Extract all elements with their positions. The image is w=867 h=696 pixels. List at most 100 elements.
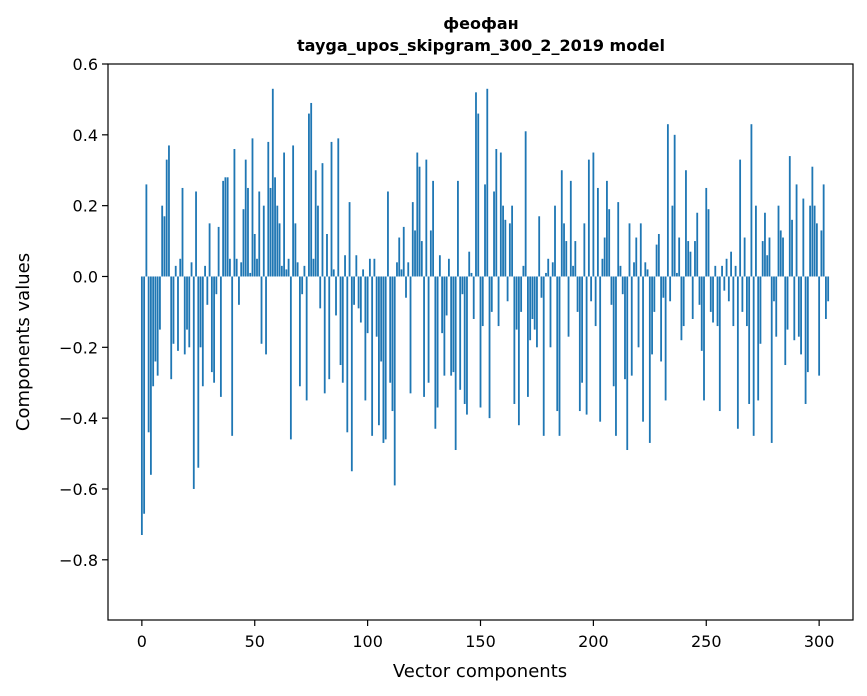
bar — [312, 258, 315, 277]
bar — [630, 276, 633, 376]
bar — [569, 180, 572, 277]
bar — [172, 276, 175, 344]
bar — [432, 180, 434, 277]
bar — [466, 276, 468, 415]
bar — [784, 276, 787, 366]
bar — [219, 276, 222, 397]
bar — [642, 276, 644, 422]
bar — [303, 265, 306, 277]
bar — [298, 276, 301, 387]
bar — [572, 265, 574, 277]
bar — [712, 276, 714, 323]
bar — [321, 163, 324, 277]
x-axis: 0 50 100 150 200 250 300 — [137, 620, 834, 651]
bar — [457, 180, 459, 277]
bar — [775, 276, 778, 337]
bar — [802, 198, 805, 277]
bar — [332, 269, 335, 277]
bar — [192, 276, 195, 489]
bar — [425, 159, 428, 277]
bar — [565, 241, 568, 277]
y-tick-label: 0.2 — [73, 197, 98, 216]
bar — [339, 276, 342, 366]
bar — [793, 276, 796, 341]
bar — [405, 276, 407, 298]
bar — [691, 276, 694, 319]
bar — [355, 255, 358, 277]
bar — [145, 184, 148, 277]
bar — [653, 276, 656, 312]
bar — [615, 276, 617, 436]
y-tick-label: −0.2 — [59, 338, 98, 357]
bar — [563, 223, 565, 277]
bar — [337, 138, 340, 277]
bar — [786, 276, 789, 330]
bar — [538, 216, 541, 277]
bars-group — [140, 88, 830, 535]
bar — [637, 276, 640, 348]
bar — [475, 92, 477, 277]
bar — [213, 276, 216, 383]
bar — [815, 223, 818, 277]
bar — [414, 230, 416, 277]
bar — [644, 262, 647, 277]
bar — [540, 276, 543, 298]
bar — [619, 265, 622, 277]
bar — [384, 276, 387, 440]
bar — [718, 276, 721, 412]
bar — [262, 205, 265, 277]
bar — [511, 205, 514, 277]
bar — [319, 276, 322, 309]
bar — [472, 276, 475, 319]
bar — [734, 265, 737, 277]
bar — [366, 276, 369, 334]
bar — [610, 276, 613, 305]
bar — [554, 205, 556, 277]
bar — [522, 265, 525, 277]
bar — [441, 276, 444, 334]
bar — [445, 276, 448, 316]
bar — [750, 124, 753, 277]
bar — [416, 152, 419, 277]
bar — [285, 269, 288, 277]
bar — [396, 262, 398, 277]
bar — [502, 205, 504, 277]
bar — [698, 276, 701, 305]
bar — [809, 205, 812, 277]
bar — [389, 276, 392, 383]
bar — [348, 202, 351, 277]
bar — [524, 131, 527, 277]
bar — [499, 152, 502, 277]
bar — [583, 223, 586, 277]
bar — [461, 276, 464, 295]
bar — [436, 276, 439, 408]
bar — [174, 265, 177, 277]
bar — [140, 276, 143, 535]
bar — [364, 276, 367, 401]
bar — [682, 276, 685, 327]
bar — [739, 159, 742, 277]
bar — [827, 276, 830, 302]
bar — [743, 237, 746, 277]
y-axis: 0.6 0.4 0.2 0.0 −0.2 −0.4 −0.6 −0.8 — [59, 55, 108, 570]
bar — [680, 276, 683, 341]
bar — [181, 187, 184, 277]
bar — [434, 276, 437, 429]
bar — [256, 258, 258, 277]
bar — [407, 262, 410, 277]
bar — [276, 205, 279, 277]
bar — [402, 226, 405, 277]
bar — [556, 276, 559, 412]
bar — [612, 276, 615, 387]
bar — [238, 276, 240, 305]
bar — [707, 209, 710, 277]
bar — [222, 180, 225, 277]
bar — [479, 276, 482, 408]
bar — [587, 159, 590, 277]
bar — [226, 177, 229, 277]
bar — [231, 276, 234, 436]
bar — [768, 237, 771, 277]
bar — [687, 241, 690, 277]
y-tick-label: 0.6 — [73, 55, 98, 74]
